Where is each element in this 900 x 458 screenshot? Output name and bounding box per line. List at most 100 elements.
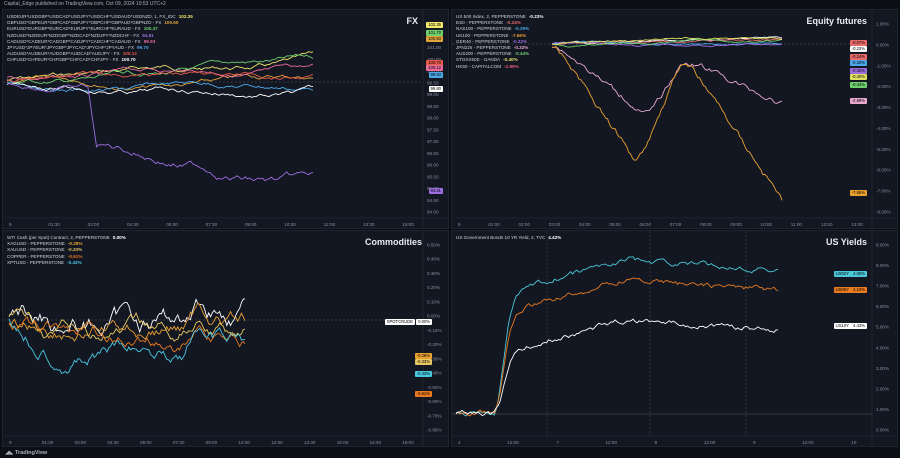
x-tick-label: 09:00 — [206, 440, 218, 445]
y-tick-label: 101.00 — [427, 45, 441, 50]
y-tick-label: 1.00% — [876, 22, 889, 27]
yields-legend: US Government Bonds 10 YR Yield, 2, TVC 4… — [456, 235, 561, 241]
series-line-index-1 — [551, 38, 783, 45]
price-tag: 100.70 — [426, 60, 443, 66]
fx-legend: USDEUR*USDGBP*USDCAD*USDJPY*USDCHF*USDAU… — [7, 14, 193, 64]
legend-row[interactable]: GER40 - PEPPERSTONE -0.32% — [456, 39, 543, 45]
legend-row[interactable]: COPPER - PEPPERSTONE -0.61% — [7, 254, 126, 260]
series-line-nzd — [6, 82, 314, 182]
y-tick-label: 0.20% — [427, 285, 440, 290]
fx-chart-panel[interactable]: 102.00101.50101.00100.50100.0099.5099.00… — [2, 9, 449, 229]
legend-row[interactable]: HK50 - CAPITALCOM -2.89% — [456, 64, 543, 70]
legend-row[interactable]: AUS200 - PEPPERSTONE -0.44% — [456, 51, 543, 57]
legend-label: STOXX50E - OANDA — [456, 57, 501, 63]
price-tag: 100.83 — [426, 36, 443, 42]
y-tick-label: 5.00% — [876, 325, 889, 330]
x-tick-label: 10:30 — [238, 440, 250, 445]
x-tick-label: 16:30 — [370, 440, 382, 445]
legend-label: AUDUSD*AUDEUR*AUDGBP*AUDCAD*AUDJPY - FX — [7, 51, 120, 57]
legend-row[interactable]: US Government Bonds 10 YR Yield, 2, TVC 4… — [456, 235, 561, 241]
legend-row[interactable]: NZDUSD*NZDEUR*NZDGBP*NZDCAD*NZDJPY*NZDCH… — [7, 33, 193, 39]
legend-label: AUS200 - PEPPERSTONE — [456, 51, 512, 57]
legend-row[interactable]: USDEUR*USDGBP*USDCAD*USDJPY*USDCHF*USDAU… — [7, 14, 193, 20]
legend-label: ES0 - PEPPERSTONE — [456, 20, 504, 26]
legend-row[interactable]: CADUSD*CADEUR*CADGBP*CADJPY*CADCHF*CADAU… — [7, 39, 193, 45]
y-tick-label: 100.00 — [427, 69, 441, 74]
x-tick-label: 05:00 — [609, 222, 621, 227]
legend-value: 0.00% — [112, 235, 126, 240]
legend-row[interactable]: UK100 - PEPPERSTONE -7.66% — [456, 33, 543, 39]
legend-value: 99.93 — [143, 38, 156, 44]
legend-label: CADUSD*CADEUR*CADGBP*CADJPY*CADCHF*CADAU… — [7, 38, 141, 44]
y-tick-label: 99.00 — [427, 92, 439, 97]
series-line-us05y — [455, 277, 779, 417]
x-tick-label: 8 — [655, 440, 658, 445]
legend-row[interactable]: US 500 Index, 2, PEPPERSTONE -0.23% — [456, 14, 543, 20]
price-tag: 99.93 — [428, 72, 443, 78]
legend-label: NZDUSD*NZDEUR*NZDGBP*NZDCAD*NZDJPY*NZDCH… — [7, 32, 140, 38]
x-tick-label: 03:00 — [88, 222, 100, 227]
y-tick-label: -0.50% — [427, 385, 442, 390]
price-tag: -0.23% — [849, 46, 867, 52]
fx-panel-title: FX — [406, 16, 418, 26]
price-tag: 102.35 — [426, 22, 443, 28]
legend-row[interactable]: JPYUSD*JPYEUR*JPYGBP*JPYCAD*JPYCHF*JPYAU… — [7, 45, 193, 51]
price-tag: -0.43% — [414, 371, 432, 377]
legend-row[interactable]: XPTUSD - PEPPERSTONE -0.43% — [7, 260, 126, 266]
legend-value: 100.37 — [143, 26, 158, 32]
legend-value: -0.43% — [67, 259, 82, 265]
equity-futures-chart-panel[interactable]: 1.00% 0.00% -1.00% -2.00% -3.00% -4.00% -5.00%… — [451, 9, 898, 229]
legend-row[interactable]: XAGUSD - PEPPERSTONE -0.28% — [7, 241, 126, 247]
legend-row[interactable]: AUDUSD*AUDEUR*AUDGBP*AUDCAD*AUDJPY - FX 1… — [7, 51, 193, 57]
series-line-hk50 — [551, 46, 783, 201]
legend-row[interactable]: JPN225 - PEPPERSTONE -0.32% — [456, 45, 543, 51]
legend-row[interactable]: EURUSD*EURGBP*EURCAD*EURJPY*EURCHF*EURAU… — [7, 26, 193, 32]
y-tick-label: 0.50% — [427, 243, 440, 248]
x-tick-label: 13:30 — [304, 440, 316, 445]
price-tag: 99.80 — [428, 86, 443, 92]
x-tick-label: 15:00 — [337, 440, 349, 445]
tradingview-logo-icon: ◢◣ — [5, 450, 14, 456]
y-tick-label: 0.00% — [427, 314, 440, 319]
legend-row[interactable]: ES0 - PEPPERSTONE -0.24% — [456, 20, 543, 26]
legend-label: GBPUSD*GBPEUR*GBPCAD*GBPJPY*GBPCHF*GBPAU… — [7, 20, 162, 26]
legend-row[interactable]: STOXX50E - OANDA -0.40% — [456, 57, 543, 63]
commodities-chart-panel[interactable]: 0.50% 0.40% 0.30% 0.20% 0.10% 0.00% -0.10% -0.2… — [2, 230, 449, 447]
y-tick-label: 7.00% — [876, 284, 889, 289]
legend-label: JPN225 - PEPPERSTONE — [456, 45, 511, 51]
series-line-index-5 — [551, 37, 783, 46]
x-tick-label: 13:30 — [363, 222, 375, 227]
footer-brand[interactable]: TradingView — [15, 450, 48, 456]
legend-label: NAS100 - PEPPERSTONE — [456, 26, 512, 32]
legend-value: -0.40% — [503, 57, 518, 63]
y-tick-label: 2.00% — [876, 386, 889, 391]
legend-row[interactable]: WTI Cash (per Spot) Contract, 2, PEPPERS… — [7, 235, 126, 241]
legend-row[interactable]: GBPUSD*GBPEUR*GBPCAD*GBPJPY*GBPCHF*GBPAU… — [7, 20, 193, 26]
legend-label: XAGUSD - PEPPERSTONE — [7, 241, 65, 247]
yields-panel-title: US Yields — [825, 237, 867, 247]
price-tag: -0.32% — [849, 60, 867, 66]
equity-legend: US 500 Index, 2, PEPPERSTONE -0.23% ES0 - … — [456, 14, 543, 70]
y-tick-label: 4.00% — [876, 345, 889, 350]
series-line-commodity-0 — [8, 298, 246, 337]
x-tick-label: 9 — [458, 222, 461, 227]
legend-row[interactable]: XAUUSD - PEPPERSTONE -0.33% — [7, 247, 126, 253]
price-tag: 94.81 — [428, 188, 443, 194]
equity-panel-title: Equity futures — [806, 16, 867, 26]
legend-row[interactable]: CHFUSD*CHFEUR*CHFGBP*CHFCAD*CHFJPY - FX 1… — [7, 57, 193, 63]
legend-label: US 500 Index, 2, PEPPERSTONE — [456, 14, 526, 19]
price-tag: -7.66% — [849, 190, 867, 196]
fx-chart-svg: 102.00101.50101.00100.50100.0099.5099.00… — [3, 10, 448, 228]
y-tick-label: 8.00% — [876, 263, 889, 268]
price-tag: -2.89% — [849, 98, 867, 104]
us-yields-chart-panel[interactable]: 9.00% 8.00% 7.00% 6.00% 5.00% 4.00% 3.00% 2.00%… — [451, 230, 898, 447]
x-tick-label: 01:00 — [488, 222, 500, 227]
legend-row[interactable]: NAS100 - PEPPERSTONE -0.29% — [456, 26, 543, 32]
legend-value: 4.42% — [548, 235, 562, 240]
legend-label: XAUUSD - PEPPERSTONE — [7, 247, 65, 253]
legend-value: -0.61% — [67, 253, 83, 259]
legend-label: UK100 - PEPPERSTONE — [456, 32, 509, 38]
y-tick-label: 96.00 — [427, 163, 439, 168]
y-tick-label: -0.80% — [427, 428, 442, 433]
y-tick-label: -3.00% — [876, 105, 891, 110]
